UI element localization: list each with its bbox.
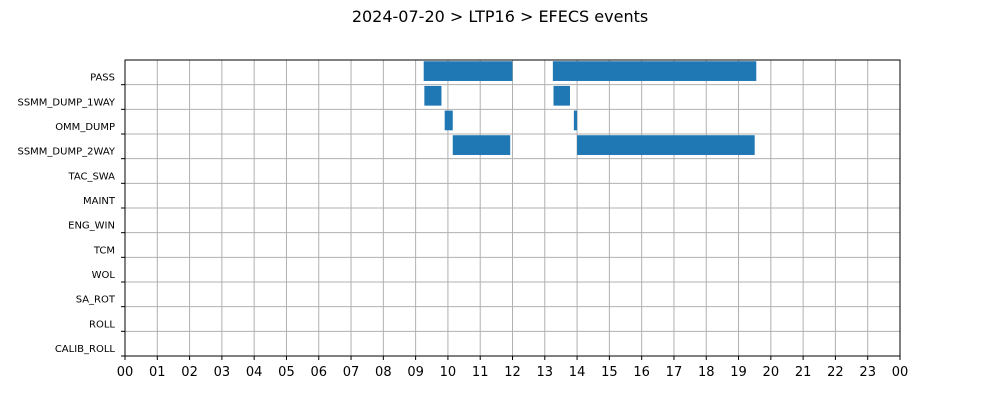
event-bar-ssmm-dump-1way: [424, 85, 442, 106]
x-tick-label: 02: [181, 365, 198, 380]
x-tick-label: 19: [730, 365, 747, 380]
x-tick-label: 20: [763, 365, 780, 380]
event-bar-pass: [552, 61, 757, 81]
y-tick-label: ENG_WIN: [68, 221, 115, 232]
x-tick-label: 16: [633, 365, 650, 380]
x-tick-label: 00: [117, 365, 134, 380]
x-tick-label: 06: [310, 365, 327, 380]
event-bar-omm-dump: [573, 110, 578, 131]
x-tick-label: 15: [601, 365, 618, 380]
x-tick-label: 12: [504, 365, 521, 380]
grid: [124, 60, 901, 357]
x-tick-label: 05: [278, 365, 295, 380]
y-tick-label: TCM: [93, 245, 115, 256]
x-tick-label: 07: [343, 365, 360, 380]
event-bar-omm-dump: [444, 110, 453, 131]
x-tick-label: 13: [537, 365, 554, 380]
event-bar-ssmm-dump-2way: [452, 135, 511, 155]
chart-title: 2024-07-20 > LTP16 > EFECS events: [352, 7, 648, 26]
x-tick-label: 14: [569, 365, 586, 380]
x-tick-label: 21: [795, 365, 812, 380]
x-tick-label: 17: [666, 365, 683, 380]
x-tick-label: 09: [407, 365, 424, 380]
x-tick-label: 01: [149, 365, 166, 380]
y-tick-label: CALIB_ROLL: [55, 344, 116, 355]
event-bar-ssmm-dump-2way: [577, 135, 755, 155]
x-tick-label: 03: [214, 365, 231, 380]
x-tick-label: 00: [892, 365, 909, 380]
y-tick-label: OMM_DUMP: [55, 122, 115, 133]
x-tick-label: 22: [827, 365, 844, 380]
y-tick-label: PASS: [90, 73, 115, 84]
y-tick-label: WOL: [92, 270, 116, 281]
y-tick-label: TAC_SWA: [67, 171, 115, 182]
x-tick-label: 04: [246, 365, 263, 380]
y-tick-label: ROLL: [89, 319, 115, 330]
event-bars: [423, 61, 757, 155]
event-bar-pass: [423, 61, 513, 81]
x-tick-label: 08: [375, 365, 392, 380]
x-tick-label: 18: [698, 365, 715, 380]
x-axis: 00 01 02 03 04 05 06 07 08 09 10 11 12 13 14 15 16 17 18 19…: [117, 356, 909, 380]
y-tick-label: SSMM_DUMP_1WAY: [17, 97, 115, 108]
y-tick-label: SA_ROT: [76, 295, 116, 306]
y-axis: PASS SSMM_DUMP_1WAY OMM_DUMP SSMM_DUMP_2WAY…: [17, 73, 125, 357]
x-tick-label: 23: [859, 365, 876, 380]
y-tick-label: MAINT: [83, 196, 116, 207]
x-tick-label: 10: [440, 365, 457, 380]
y-tick-label: SSMM_DUMP_2WAY: [17, 147, 115, 158]
event-bar-ssmm-dump-1way: [553, 85, 570, 106]
x-tick-label: 11: [472, 365, 489, 380]
